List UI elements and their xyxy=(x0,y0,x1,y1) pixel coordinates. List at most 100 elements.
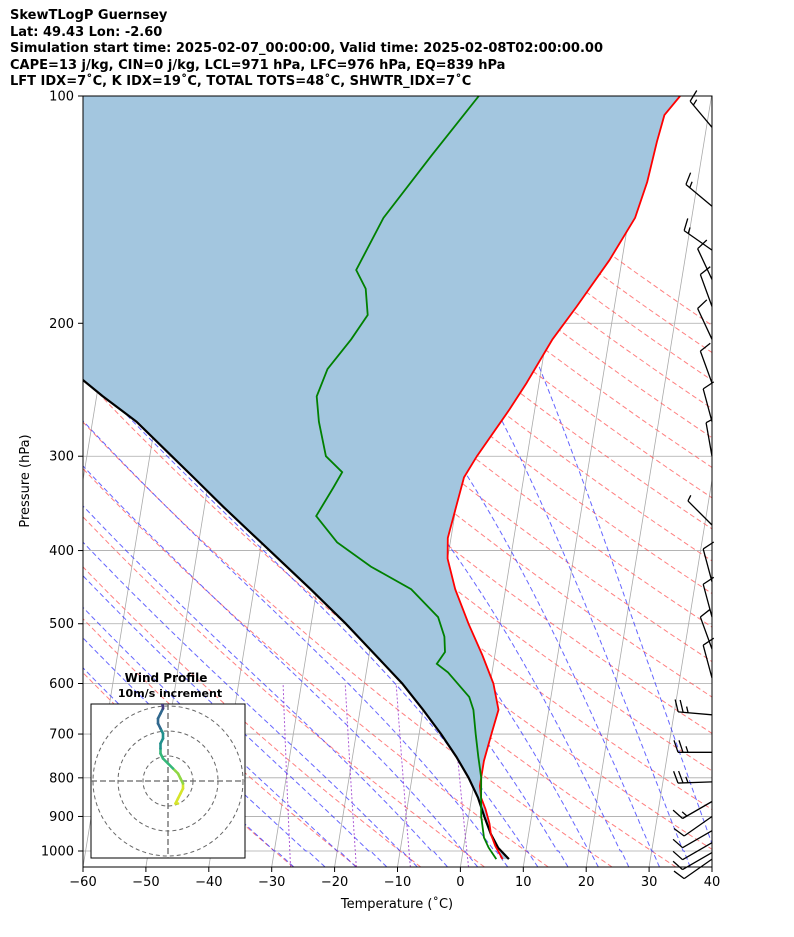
y-tick-label: 600 xyxy=(49,677,74,692)
wind-barb xyxy=(673,740,712,753)
barb-staff xyxy=(677,781,713,784)
temperature-line xyxy=(446,96,681,860)
barb-staff xyxy=(682,830,713,849)
barb-flag xyxy=(699,266,711,276)
moist-adiabat xyxy=(140,96,660,867)
barb-flag xyxy=(677,770,684,784)
barb-staff xyxy=(705,422,713,457)
dewpoint-line xyxy=(315,96,498,860)
barb-half-flag xyxy=(687,495,692,502)
barb-flag xyxy=(679,699,684,713)
wind-barb xyxy=(705,419,713,457)
barb-staff xyxy=(682,842,713,861)
barb-staff xyxy=(702,548,713,582)
x-tick-label: 40 xyxy=(704,875,721,890)
x-tick-label: −50 xyxy=(132,875,159,890)
isotherm-line xyxy=(585,96,712,867)
hodograph-segment xyxy=(160,704,165,708)
barb-flag xyxy=(702,576,715,585)
wind-barb xyxy=(702,541,715,582)
wind-barb xyxy=(697,299,713,340)
x-tick-label: 10 xyxy=(515,875,532,890)
barb-half-flag xyxy=(681,811,688,817)
y-tick-label: 300 xyxy=(49,450,74,465)
simulation-time-label: Simulation start time: 2025-02-07_00:00:… xyxy=(10,41,603,56)
barb-flag xyxy=(674,699,679,712)
barb-flag xyxy=(689,90,698,102)
y-tick-label: 800 xyxy=(49,771,74,786)
y-tick-label: 500 xyxy=(49,617,74,632)
x-tick-label: −40 xyxy=(195,875,222,890)
wind-barb xyxy=(672,800,713,820)
x-tick-label: −60 xyxy=(69,875,96,890)
dry-adiabat xyxy=(83,421,613,867)
wind-barb xyxy=(702,576,715,618)
chart-title: SkewTLogP Guernsey xyxy=(10,8,168,23)
barb-staff xyxy=(689,100,713,128)
barb-half-flag xyxy=(692,99,698,106)
barb-flag xyxy=(672,809,683,819)
barb-staff xyxy=(702,388,713,422)
dry-adiabat xyxy=(83,467,549,867)
barb-flag xyxy=(699,608,711,618)
x-tick-label: −10 xyxy=(384,875,411,890)
barb-staff xyxy=(702,584,713,618)
barb-flag xyxy=(673,740,679,753)
dry-adiabat xyxy=(83,618,358,867)
barb-half-flag xyxy=(705,419,712,424)
wind-profile-inset: Wind Profile 10m/s increment xyxy=(90,671,246,859)
wind-barb xyxy=(697,239,713,280)
barb-flag xyxy=(672,860,683,871)
barb-flag xyxy=(678,740,684,753)
wind-barb xyxy=(673,858,713,880)
wind-barb xyxy=(673,815,713,837)
barb-flag xyxy=(673,827,685,837)
moist-adiabat xyxy=(83,575,388,867)
mixing-ratio-line xyxy=(344,683,357,867)
y-axis-label: Pressure (hPa) xyxy=(18,434,33,527)
barb-half-flag xyxy=(687,227,691,234)
barb-staff xyxy=(678,711,713,716)
barb-staff xyxy=(683,858,713,880)
moist-adiabat xyxy=(405,96,712,846)
wind-barb xyxy=(685,172,713,207)
barb-half-flag xyxy=(685,776,689,783)
y-tick-label: 400 xyxy=(49,544,74,559)
barb-staff xyxy=(702,644,713,679)
isotherm-line xyxy=(0,96,20,867)
indices-label: LFT IDX=7˚C, K IDX=19˚C, TOTAL TOTS=48˚C… xyxy=(10,74,472,89)
wind-barb xyxy=(689,90,713,128)
barb-staff xyxy=(683,230,713,251)
wind-barb xyxy=(702,637,715,679)
x-tick-label: −20 xyxy=(321,875,348,890)
wind-barbs xyxy=(672,90,715,880)
barb-staff xyxy=(699,616,713,650)
barb-flag xyxy=(699,342,711,352)
barb-flag xyxy=(673,870,685,880)
barb-flag xyxy=(683,218,689,231)
isotherm-line xyxy=(0,96,83,867)
barb-staff xyxy=(685,183,713,207)
wind-barb xyxy=(683,218,713,251)
wind-barb xyxy=(699,342,713,384)
barb-staff xyxy=(682,852,713,871)
barb-flag xyxy=(702,637,715,646)
dry-adiabat xyxy=(83,516,485,867)
x-axis-label: Temperature (˚C) xyxy=(340,896,453,912)
barb-flag xyxy=(697,299,708,309)
y-tick-label: 100 xyxy=(49,90,74,105)
moist-adiabat xyxy=(83,505,448,867)
wind-barb xyxy=(672,852,713,871)
y-tick-label: 900 xyxy=(49,810,74,825)
x-tick-label: 30 xyxy=(641,875,658,890)
barb-flag xyxy=(672,850,683,861)
dry-adiabat xyxy=(244,96,712,469)
barb-flag xyxy=(685,172,692,185)
cape-label: CAPE=13 j/kg, CIN=0 j/kg, LCL=971 hPa, L… xyxy=(10,57,506,73)
barb-staff xyxy=(699,350,713,384)
mixing-ratio-line xyxy=(395,683,411,867)
barb-staff xyxy=(697,308,713,340)
barb-staff xyxy=(683,815,713,837)
x-tick-label: 20 xyxy=(578,875,595,890)
mixing-ratio-line xyxy=(282,683,292,867)
